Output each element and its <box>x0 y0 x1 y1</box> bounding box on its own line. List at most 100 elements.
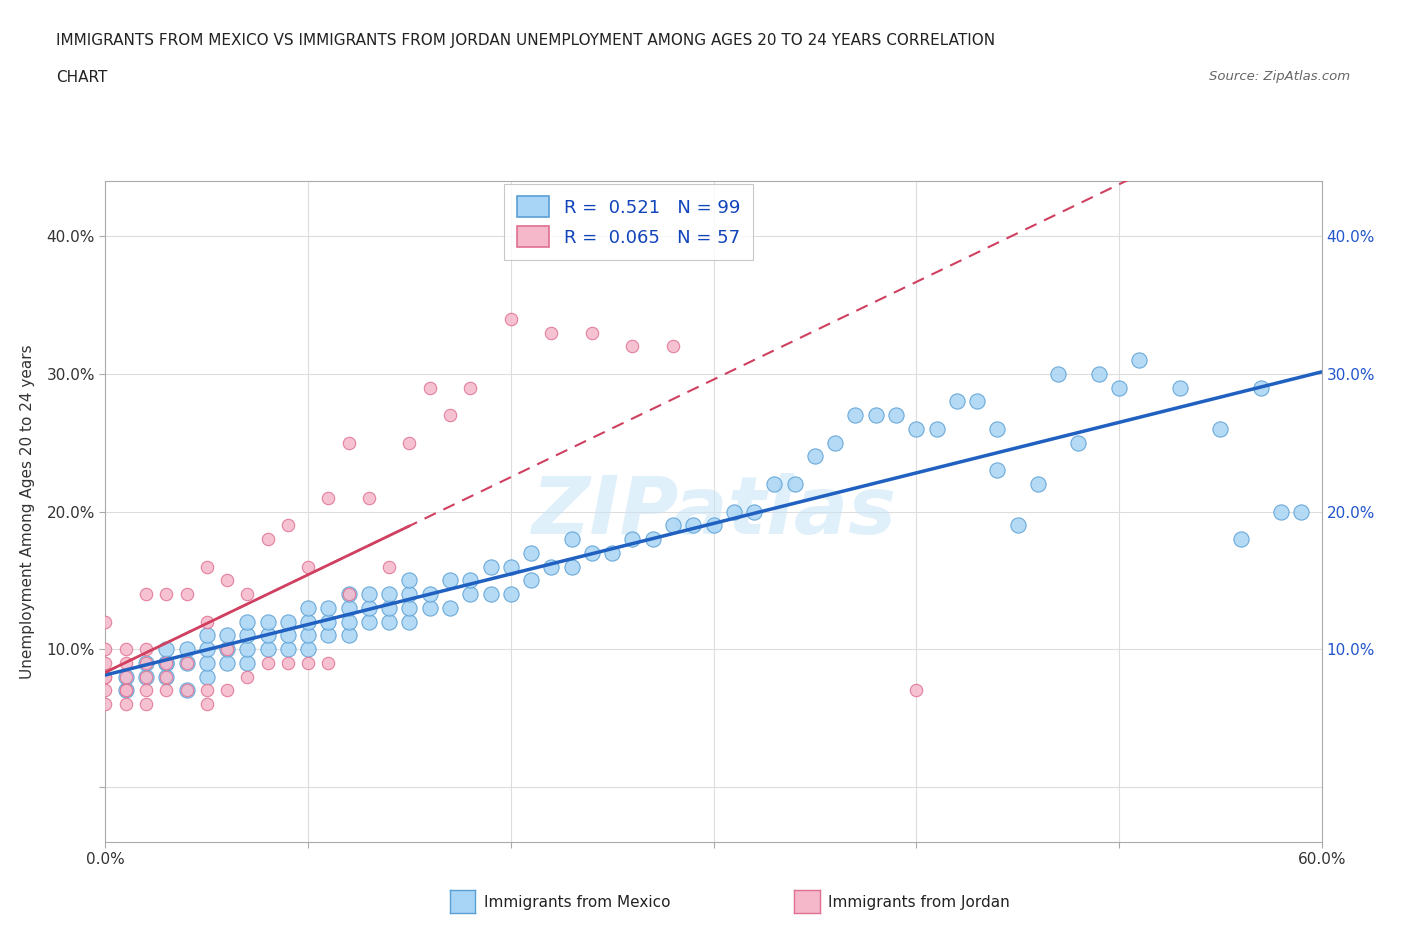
Point <box>217 642 239 657</box>
Point <box>236 614 259 629</box>
Point <box>217 573 239 588</box>
Point <box>277 628 299 643</box>
Point <box>176 683 198 698</box>
Point <box>297 628 319 643</box>
Point <box>337 587 360 602</box>
Point <box>357 587 380 602</box>
Point <box>135 656 157 671</box>
Point <box>277 642 299 657</box>
Point <box>1250 380 1272 395</box>
Point <box>986 421 1008 436</box>
Point <box>479 587 502 602</box>
Point <box>884 407 907 422</box>
Point <box>256 628 278 643</box>
Point <box>1168 380 1191 395</box>
Point <box>155 683 177 698</box>
Point <box>499 587 522 602</box>
Point <box>195 670 218 684</box>
Point <box>1209 421 1232 436</box>
Point <box>114 683 136 698</box>
Point <box>844 407 866 422</box>
Legend: R =  0.521   N = 99, R =  0.065   N = 57: R = 0.521 N = 99, R = 0.065 N = 57 <box>505 184 752 259</box>
Point <box>520 545 543 560</box>
Point <box>195 628 218 643</box>
Point <box>1291 504 1313 519</box>
Point <box>662 518 685 533</box>
Point <box>94 683 117 698</box>
Point <box>176 642 198 657</box>
Point <box>1026 476 1049 491</box>
Point <box>135 670 157 684</box>
Point <box>337 614 360 629</box>
Point <box>398 587 420 602</box>
Point <box>236 642 259 657</box>
Point <box>256 642 278 657</box>
Point <box>986 463 1008 478</box>
Point <box>195 614 218 629</box>
Point <box>439 601 461 616</box>
Point <box>155 656 177 671</box>
Point <box>114 670 136 684</box>
Point <box>1047 366 1070 381</box>
Point <box>621 339 644 354</box>
Point <box>297 601 319 616</box>
Point <box>378 559 401 574</box>
Text: Source: ZipAtlas.com: Source: ZipAtlas.com <box>1209 70 1350 83</box>
Point <box>337 435 360 450</box>
Point <box>114 656 136 671</box>
Point <box>581 326 603 340</box>
Point <box>176 683 198 698</box>
Point <box>398 573 420 588</box>
Point <box>217 656 239 671</box>
Point <box>135 587 157 602</box>
Point <box>804 449 827 464</box>
Point <box>1067 435 1090 450</box>
Point <box>966 394 988 409</box>
Point <box>458 587 481 602</box>
Text: Immigrants from Jordan: Immigrants from Jordan <box>828 895 1010 910</box>
Point <box>337 628 360 643</box>
Point <box>114 697 136 711</box>
Point <box>378 601 401 616</box>
Point <box>439 573 461 588</box>
Point <box>277 518 299 533</box>
Point <box>520 573 543 588</box>
Point <box>499 312 522 326</box>
Point <box>176 587 198 602</box>
Point <box>419 601 441 616</box>
Point <box>621 532 644 547</box>
Point <box>135 697 157 711</box>
Point <box>135 656 157 671</box>
Point <box>318 601 340 616</box>
Point <box>357 601 380 616</box>
Point <box>561 532 583 547</box>
Point <box>217 628 239 643</box>
Point <box>236 670 259 684</box>
Point <box>1087 366 1109 381</box>
Point <box>357 614 380 629</box>
Point <box>641 532 664 547</box>
Point <box>195 683 218 698</box>
Point <box>236 587 259 602</box>
Point <box>176 656 198 671</box>
Point <box>357 490 380 505</box>
Point <box>499 559 522 574</box>
Point <box>702 518 725 533</box>
Text: Immigrants from Mexico: Immigrants from Mexico <box>484 895 671 910</box>
Point <box>378 587 401 602</box>
Point <box>905 683 928 698</box>
Point <box>439 407 461 422</box>
Point <box>256 532 278 547</box>
Point <box>176 656 198 671</box>
Point <box>479 559 502 574</box>
Point <box>114 683 136 698</box>
Point <box>195 559 218 574</box>
Point <box>378 614 401 629</box>
Point <box>318 656 340 671</box>
Point <box>94 670 117 684</box>
Point <box>277 614 299 629</box>
Point <box>540 326 562 340</box>
Point <box>398 614 420 629</box>
Point <box>155 656 177 671</box>
Point <box>94 642 117 657</box>
